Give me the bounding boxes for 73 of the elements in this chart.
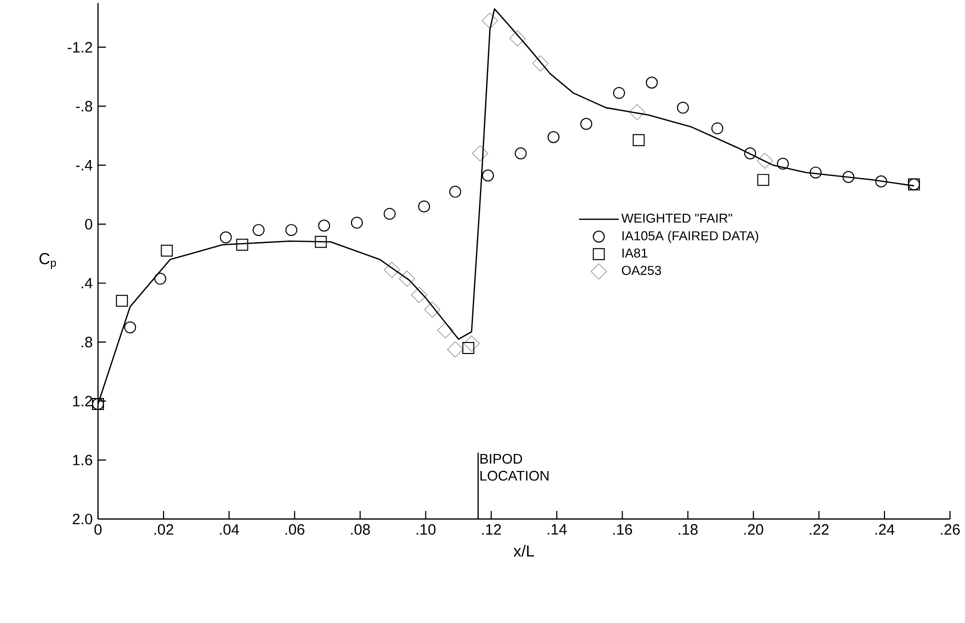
point [350,216,363,229]
x-tick-label: .10 [416,524,436,535]
x-tick-label: .26 [940,524,960,535]
point [399,270,415,287]
point [482,170,494,182]
point [464,336,480,352]
point [220,231,232,244]
point [757,174,770,186]
point [744,147,756,160]
legend-label: WEIGHTED "FAIR" [621,214,732,223]
point [252,224,265,236]
y-tick-label: 1.2 [73,396,92,406]
x-tick-label: 0 [94,524,102,535]
point [314,236,327,248]
point [842,170,854,183]
point [482,12,498,29]
point [462,342,474,354]
point [548,131,560,144]
point [711,122,724,134]
point [424,302,440,318]
point [756,152,773,169]
point [418,200,430,212]
x-axis-title: x/L [514,544,534,557]
y-tick-label: -.4 [76,160,92,170]
point [632,134,645,146]
x-tick-label: .12 [482,524,501,535]
point [124,321,136,334]
x-tick-label: .18 [678,524,698,535]
y-tick-label: -.8 [76,100,92,112]
y-tick-label: .8 [82,336,92,348]
point [629,104,646,120]
x-tick-label: .16 [613,524,632,535]
y-axis-title: C$_{p}$ [40,252,56,270]
point [514,147,527,160]
y-tick-label: -1.2 [68,42,92,52]
point [236,238,248,251]
legend-label: IA105A (FAIRED DATA) [622,230,758,243]
point [384,208,396,220]
x-tick-label: .20 [744,524,764,535]
point [646,76,658,89]
point [532,55,548,72]
point [449,186,462,198]
x-tick-label: .14 [548,524,567,534]
y-tick-label: .4 [82,278,92,288]
x-tick-label: .24 [875,524,894,535]
point [384,262,400,278]
point [437,322,454,338]
point [472,145,488,162]
point [510,30,526,46]
point [318,220,330,232]
point [580,118,592,130]
point [154,272,166,285]
point [613,86,626,99]
point [776,158,789,170]
y-tick-label: 1.6 [73,454,92,466]
x-tick-label: .04 [220,524,240,535]
point [676,102,689,114]
point [116,294,128,307]
ref-line-label: BIPOD LOCATION [480,454,548,481]
legend-label: IA81 [622,248,648,258]
point [447,342,464,358]
point [411,286,428,303]
y-tick-label: 0 [85,218,92,230]
point [285,224,298,236]
x-tick-label: .06 [286,524,304,535]
x-tick-label: .02 [154,524,174,535]
y-tick-label: 2.0 [72,514,92,524]
point [160,244,173,257]
point [810,166,822,179]
x-tick-label: .08 [351,524,370,535]
x-tick-label: .22 [810,524,829,535]
point [875,175,888,188]
legend-label: OA253 [622,266,662,275]
